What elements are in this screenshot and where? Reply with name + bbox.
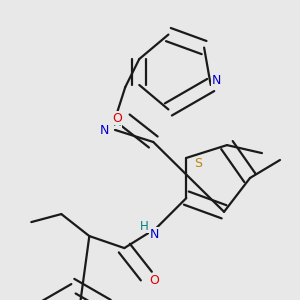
Text: S: S — [194, 158, 202, 170]
Text: N: N — [100, 124, 109, 136]
Text: O: O — [112, 112, 122, 124]
Text: N: N — [150, 228, 159, 241]
Text: H: H — [113, 116, 122, 128]
Text: O: O — [149, 274, 159, 286]
Text: N: N — [212, 74, 221, 88]
Text: H: H — [140, 220, 148, 232]
